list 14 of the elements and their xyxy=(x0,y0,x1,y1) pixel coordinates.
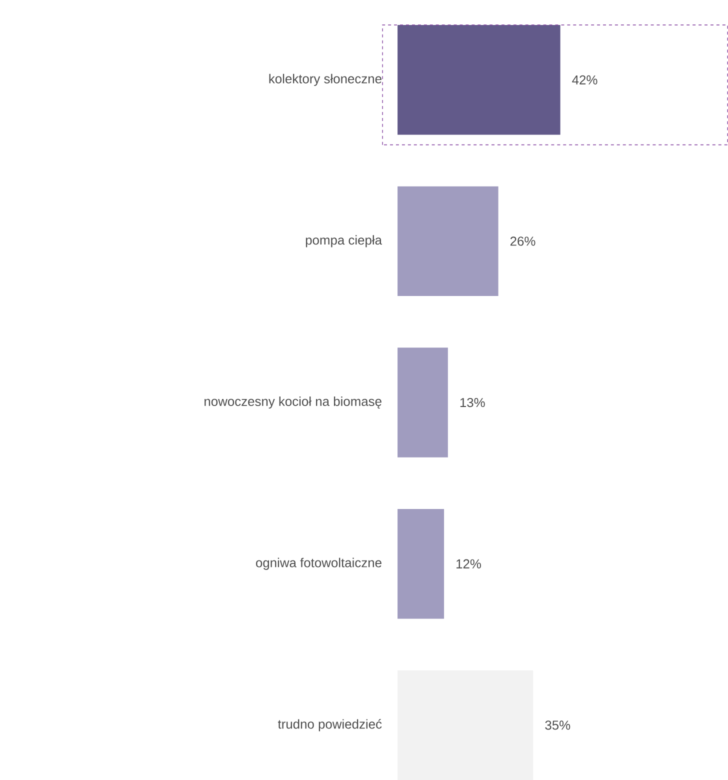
data-label: 35% xyxy=(545,720,570,730)
bar xyxy=(397,186,498,296)
y-tick-label: kolektory słoneczne xyxy=(269,74,382,86)
y-tick-label: trudno powiedzieć xyxy=(278,719,382,732)
data-label: 12% xyxy=(456,559,481,568)
data-label: 26% xyxy=(510,236,536,246)
y-tick-label: ogniwa fotowoltaiczne xyxy=(256,558,382,570)
bar xyxy=(397,508,444,619)
data-label: 13% xyxy=(460,398,485,408)
data-label: 42% xyxy=(572,75,598,84)
bar xyxy=(397,25,560,135)
y-tick-label: nowoczesny kocioł na biomasę xyxy=(204,396,382,409)
bar xyxy=(397,348,448,458)
y-tick-label: pompa ciepła xyxy=(306,235,382,248)
